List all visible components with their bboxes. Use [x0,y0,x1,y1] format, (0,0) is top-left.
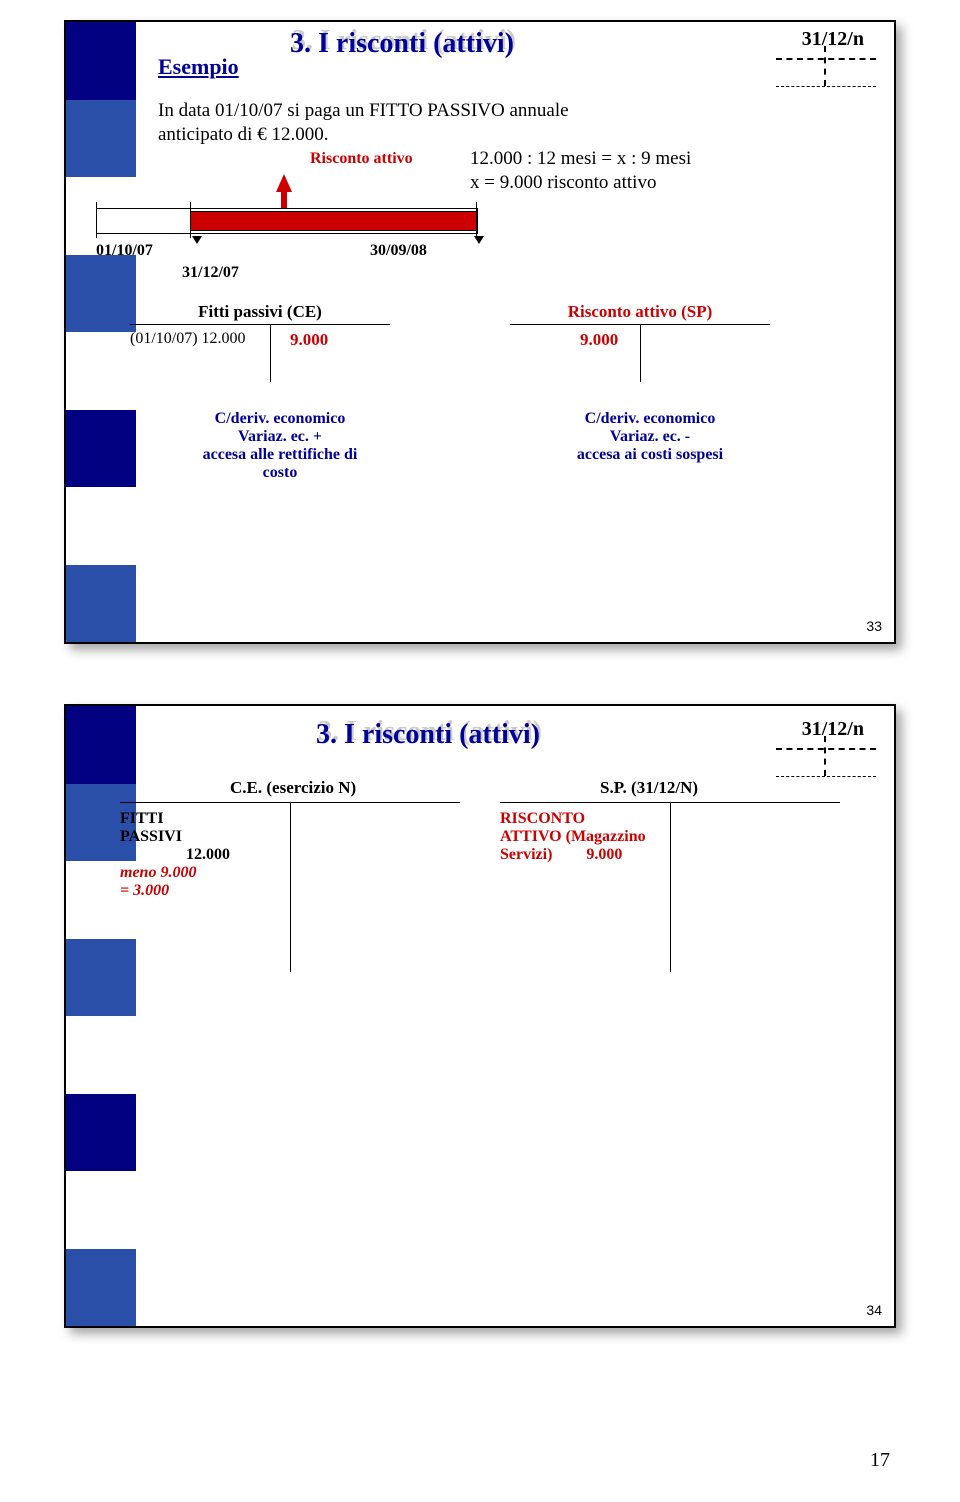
calc-line-1: 12.000 : 12 mesi = x : 9 mesi [470,148,691,170]
right-note: C/deriv. economico Variaz. ec. - accesa … [540,410,760,464]
left-stripes [64,706,136,1326]
t-right-row-left: 9.000 [580,330,618,350]
risc-l2: ATTIVO (Magazzino [500,828,670,846]
stripe [64,706,136,784]
stripe [64,255,136,333]
page-number: 17 [870,1449,890,1472]
sp-t-v [670,802,671,972]
fitti-l1: FITTI [120,810,280,828]
slide-number: 33 [866,618,882,634]
t-title-left: Fitti passivi (CE) [130,302,390,322]
timeline-end: 30/09/08 [370,242,427,260]
calc-line-2: x = 9.000 risconto attivo [470,172,656,194]
slide-number: 34 [866,1302,882,1318]
timeline [96,200,506,260]
stripe [64,1016,136,1094]
risc-l3b: 9.000 [586,846,622,863]
corner-dash-h [776,58,876,60]
risc-l3a: Servizi) [500,846,552,863]
body-line-1: In data 01/10/07 si paga un FITTO PASSIV… [158,100,778,122]
t-left-row-left: (01/10/07) 12.000 [130,330,246,348]
t-left-row-right: 9.000 [290,330,328,350]
corner-dash-v [824,736,826,776]
ce-header: C.E. (esercizio N) [230,778,356,798]
corner-dash-h2 [776,86,876,87]
slide-content: 3. I risconti (attivi) 3. I risconti (at… [140,22,894,642]
stripe [64,410,136,488]
timeline-start: 01/10/07 [96,242,153,260]
stripe [64,22,136,100]
fitti-l2: PASSIVI [120,828,280,846]
stripe [64,939,136,1017]
risconto-attivo-label: Risconto attivo [310,150,413,168]
stripe [64,565,136,643]
chevron-down-icon [474,236,484,244]
left-note-l1: C/deriv. economico [170,410,390,428]
left-note-l2: Variaz. ec. + [170,428,390,446]
stripe [64,1171,136,1249]
fitti-l4: meno 9.000 [120,864,280,882]
stripe [64,487,136,565]
left-note: C/deriv. economico Variaz. ec. + accesa … [170,410,390,482]
risc-l1: RISCONTO [500,810,670,828]
stripe [64,332,136,410]
slide-33: 3. I risconti (attivi) 3. I risconti (at… [64,20,896,644]
slide-content: 3. I risconti (attivi) 3. I risconti (at… [140,706,894,1326]
stripe [64,100,136,178]
ce-t-v [290,802,291,972]
left-note-l4: costo [170,464,390,482]
right-note-l3: accesa ai costi sospesi [540,446,760,464]
stripe [64,1249,136,1327]
title: 3. I risconti (attivi) [290,28,514,60]
left-stripes [64,22,136,642]
body-line-2: anticipato di € 12.000. [158,124,328,146]
corner-date: 31/12/n [802,718,864,741]
right-note-l2: Variaz. ec. - [540,428,760,446]
t-title-right: Risconto attivo (SP) [510,302,770,322]
chevron-down-icon [192,236,202,244]
corner-dash-v [824,46,826,86]
right-note-l1: C/deriv. economico [540,410,760,428]
fitti-block: FITTI PASSIVI 12.000 meno 9.000 = 3.000 [120,810,280,900]
title: 3. I risconti (attivi) [316,719,540,751]
timeline-mid: 31/12/07 [182,264,239,282]
fitti-l3: 12.000 [120,846,280,864]
sp-header: S.P. (31/12/N) [600,778,698,798]
corner-dash-h [776,748,876,750]
stripe [64,1094,136,1172]
arrow-stem [281,190,287,208]
slide-34: 3. I risconti (attivi) 3. I risconti (at… [64,704,896,1328]
esempio-label: Esempio [158,54,239,80]
corner-dash-h2 [776,776,876,777]
fitti-l5: = 3.000 [120,882,280,900]
risconto-block: RISCONTO ATTIVO (Magazzino Servizi) 9.00… [500,810,670,864]
left-note-l3: accesa alle rettifiche di [170,446,390,464]
corner-date: 31/12/n [802,28,864,51]
